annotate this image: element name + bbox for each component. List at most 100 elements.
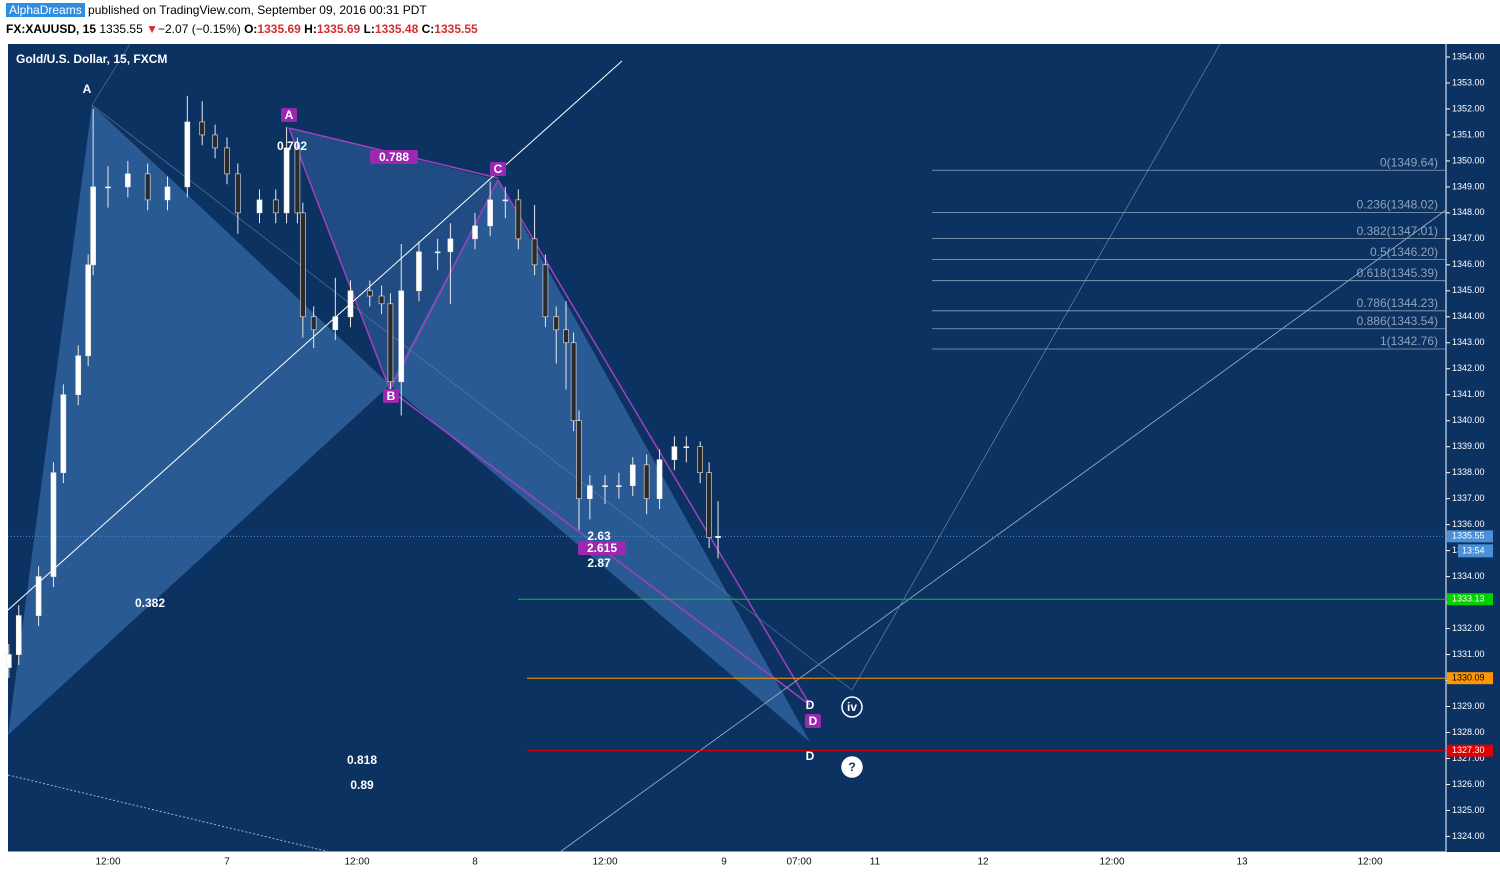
price-badge-label: 1330.09 xyxy=(1452,673,1485,683)
o-label: O: xyxy=(244,22,258,36)
candle-body xyxy=(553,316,560,331)
y-tick-label: 1338.00 xyxy=(1452,467,1485,477)
annotation: 0.788 xyxy=(379,150,409,164)
l-label: L: xyxy=(363,22,375,36)
candle-body xyxy=(184,121,191,188)
annotation: C xyxy=(494,162,503,176)
candle-body xyxy=(502,199,509,202)
x-tick-label: 12:00 xyxy=(1357,857,1382,868)
annotation: 2.615 xyxy=(587,541,617,555)
y-tick-label: 1342.00 xyxy=(1452,363,1485,373)
countdown: 13:54 xyxy=(1462,546,1485,556)
y-tick-label: 1354.00 xyxy=(1452,51,1485,61)
x-tick-label: 13 xyxy=(1236,857,1248,868)
candle-body xyxy=(294,147,301,214)
candle-body xyxy=(85,264,91,357)
h-label: H: xyxy=(304,22,317,36)
plot-bg xyxy=(8,44,1446,852)
last: 1335.55 xyxy=(99,22,143,36)
annotation: B xyxy=(387,389,396,403)
candle-body xyxy=(563,329,569,344)
annotation: iv xyxy=(847,700,857,714)
candle-body xyxy=(310,316,317,331)
price-badge-label: 1335.55 xyxy=(1452,531,1485,541)
candle-body xyxy=(224,147,230,175)
candle-body xyxy=(378,295,385,305)
trend-line xyxy=(91,43,131,106)
pattern-area xyxy=(8,105,390,735)
candle-body xyxy=(531,238,538,266)
fib-label: 0.886(1343.54) xyxy=(1357,314,1438,328)
annotation: 2.87 xyxy=(587,556,611,570)
y-tick-label: 1332.00 xyxy=(1452,623,1485,633)
c-label: C: xyxy=(421,22,435,36)
x-tick-label: 9 xyxy=(721,857,727,868)
x-tick-label: 12:00 xyxy=(344,857,369,868)
candle-body xyxy=(144,173,151,201)
candle-body xyxy=(416,251,422,292)
annotation-badge xyxy=(805,714,821,728)
annotation-badge xyxy=(281,108,297,122)
fib-label: 1(1342.76) xyxy=(1380,334,1438,348)
price-badge xyxy=(1447,530,1493,543)
trend-line xyxy=(91,104,853,691)
candle-body xyxy=(50,472,57,577)
y-tick-label: 1347.00 xyxy=(1452,233,1485,243)
candle-body xyxy=(256,199,263,214)
y-tick-label: 1353.00 xyxy=(1452,77,1485,87)
fib-label: 0(1349.64) xyxy=(1380,155,1438,169)
author[interactable]: AlphaDreams xyxy=(6,3,85,17)
annotation: A xyxy=(83,82,92,96)
trend-line xyxy=(7,60,623,611)
candle-body xyxy=(602,485,608,487)
x-tick-label: 8 xyxy=(472,857,478,868)
candle-body xyxy=(272,199,279,214)
candle-body xyxy=(587,485,593,499)
header: AlphaDreams published on TradingView.com… xyxy=(0,0,1500,44)
y-tick-label: 1351.00 xyxy=(1452,129,1485,139)
fib-label: 0.618(1345.39) xyxy=(1357,266,1438,280)
annotation-circle xyxy=(841,696,863,718)
y-tick-label: 1326.00 xyxy=(1452,779,1485,789)
annotation: 0.702 xyxy=(277,139,307,153)
price-badge-label: 1327.30 xyxy=(1452,745,1485,755)
annotation: D xyxy=(806,698,815,712)
candle-body xyxy=(656,459,663,499)
candle-body xyxy=(283,147,290,214)
y-tick-label: 1339.00 xyxy=(1452,441,1485,451)
candle-body xyxy=(542,264,549,318)
candle-body xyxy=(387,303,394,383)
annotation: D xyxy=(809,714,818,728)
candle-body xyxy=(398,290,405,383)
fib-label: 0.236(1348.02) xyxy=(1357,198,1438,212)
candle-body xyxy=(683,446,690,449)
y-tick-label: 1340.00 xyxy=(1452,415,1485,425)
trend-line xyxy=(559,209,1447,853)
candle-body xyxy=(706,472,712,538)
annotation-circle xyxy=(841,756,863,778)
candle-body xyxy=(576,420,582,499)
symbol: FX:XAUUSD, 15 xyxy=(6,22,97,36)
x-tick-label: 12:00 xyxy=(592,857,617,868)
o: 1335.69 xyxy=(257,22,301,36)
annotation-badge xyxy=(578,541,626,555)
annotation: A xyxy=(285,108,294,122)
x-tick-label: 7 xyxy=(224,857,230,868)
fib-label: 0.786(1344.23) xyxy=(1357,296,1438,310)
candle-body xyxy=(35,576,42,616)
y-tick-label: 1343.00 xyxy=(1452,337,1485,347)
annotation-badge xyxy=(370,150,418,164)
candle-body xyxy=(434,251,441,254)
price-badge xyxy=(1447,593,1493,606)
x-tick-label: 12:00 xyxy=(95,857,120,868)
countdown-badge xyxy=(1458,544,1493,558)
h: 1335.69 xyxy=(316,22,361,36)
trend-line xyxy=(851,43,1221,691)
y-tick-label: 1327.00 xyxy=(1452,753,1485,763)
x-tick-label: 12 xyxy=(977,857,989,868)
candle-body xyxy=(332,316,339,331)
candle-body xyxy=(697,446,704,473)
candle-body xyxy=(487,199,493,227)
candle-body xyxy=(75,355,82,396)
